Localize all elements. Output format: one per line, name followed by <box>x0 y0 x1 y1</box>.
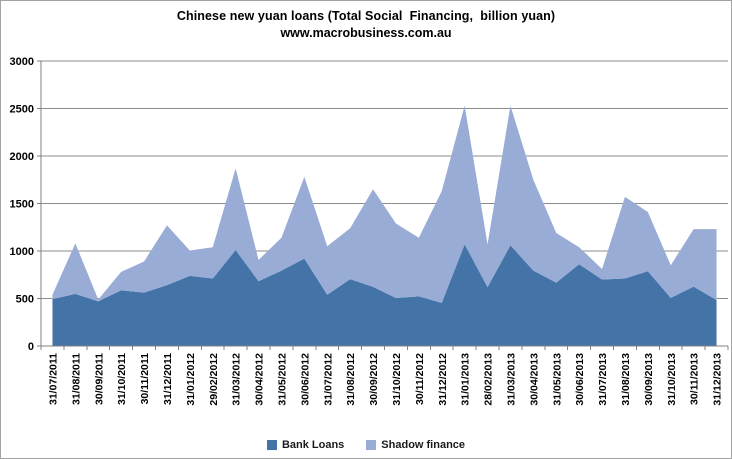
x-axis-label: 31/01/2012 <box>185 353 197 406</box>
y-axis-label: 0 <box>28 341 34 353</box>
x-axis-label: 31/07/2011 <box>47 353 59 405</box>
x-axis-label: 29/02/2012 <box>208 353 220 406</box>
chart-title: Chinese new yuan loans (Total Social Fin… <box>176 9 556 23</box>
chart-legend: Bank Loans Shadow finance <box>1 439 731 451</box>
y-axis-label: 1000 <box>10 246 34 258</box>
legend-swatch-icon <box>366 440 377 450</box>
y-axis-label: 2500 <box>10 104 34 116</box>
legend-swatch-icon <box>266 440 277 450</box>
shadow-finance-area <box>52 105 717 303</box>
x-axis-label: 30/09/2012 <box>368 353 380 406</box>
x-axis-label: 31/07/2012 <box>322 353 334 406</box>
y-axis-label: 3000 <box>10 56 34 68</box>
x-axis-label: 31/01/2013 <box>460 353 472 406</box>
x-axis-label: 30/06/2013 <box>574 353 586 406</box>
x-axis-label: 30/11/2013 <box>689 353 701 405</box>
x-axis-label: 28/02/2013 <box>483 353 495 406</box>
x-axis-label: 30/11/2012 <box>414 353 426 405</box>
x-axis-label: 30/04/2012 <box>254 353 266 406</box>
x-axis-label: 31/10/2012 <box>391 353 403 406</box>
x-axis-label: 30/06/2012 <box>299 353 311 406</box>
y-axis-label: 1500 <box>10 199 34 211</box>
x-axis-label: 31/08/2013 <box>620 353 632 406</box>
x-axis-label: 30/09/2011 <box>93 353 105 405</box>
legend-item: Bank Loans <box>266 439 345 451</box>
x-axis-label: 30/11/2011 <box>139 353 151 405</box>
x-axis-label: 30/04/2013 <box>528 353 540 406</box>
legend-label: Bank Loans <box>281 439 345 451</box>
x-axis-label: 31/08/2011 <box>70 353 82 405</box>
x-axis-label: 31/03/2012 <box>231 353 243 406</box>
x-axis-label: 31/05/2013 <box>551 353 563 406</box>
x-axis-label: 31/03/2013 <box>505 353 517 406</box>
x-axis-label: 31/08/2012 <box>345 353 357 406</box>
legend-label: Shadow finance <box>381 439 466 451</box>
x-axis-label: 31/12/2011 <box>162 353 174 405</box>
x-axis-label: 31/10/2013 <box>666 353 678 406</box>
x-axis-label: 30/09/2013 <box>643 353 655 406</box>
x-axis-label: 31/10/2011 <box>116 353 128 405</box>
y-axis-label: 2000 <box>10 151 34 163</box>
chart-subtitle: www.macrobusiness.com.au <box>280 26 452 40</box>
legend-item: Shadow finance <box>366 439 465 451</box>
bank-loans-area <box>52 244 717 346</box>
x-axis-label: 31/07/2013 <box>597 353 609 406</box>
y-axis-label: 500 <box>16 294 34 306</box>
x-axis-label: 31/12/2013 <box>712 353 724 406</box>
x-axis-label: 31/12/2012 <box>437 353 449 406</box>
x-axis-label: 31/05/2012 <box>276 353 288 406</box>
